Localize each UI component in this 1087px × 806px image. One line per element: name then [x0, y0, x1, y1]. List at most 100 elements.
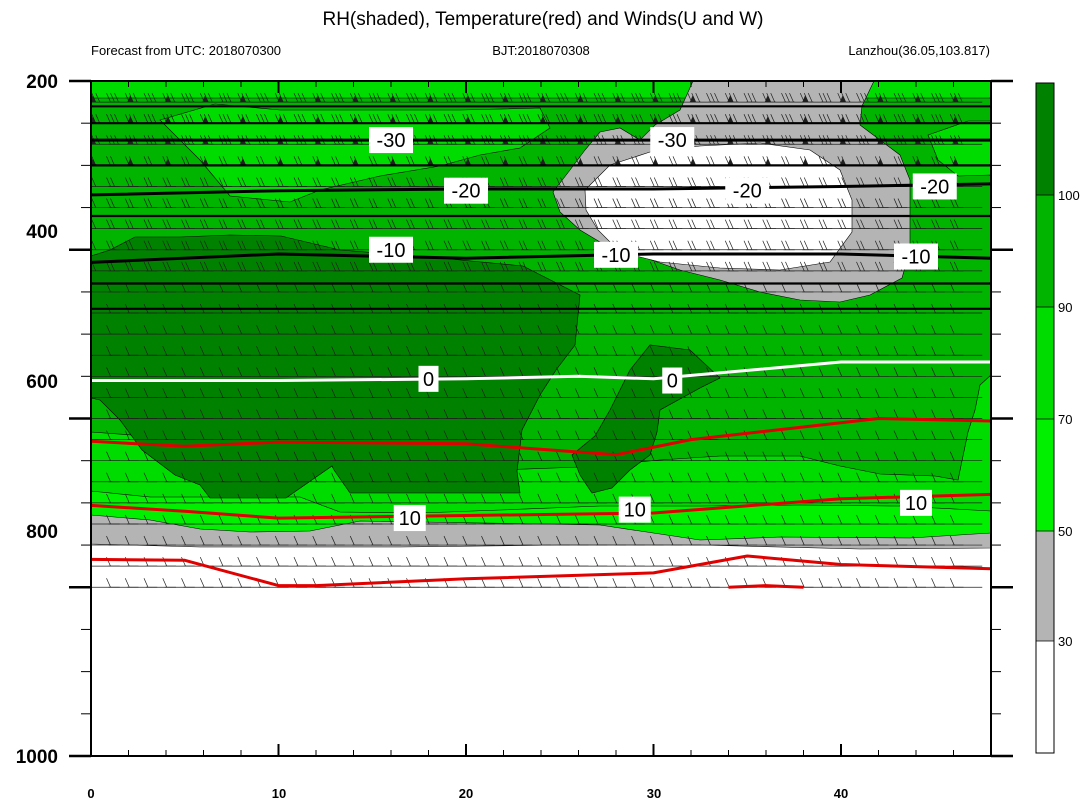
wind-barb-feather	[537, 578, 543, 588]
wind-barb-pennant	[540, 74, 546, 81]
wind-barb-feather	[162, 514, 168, 525]
wind-barb-feather	[893, 219, 899, 229]
wind-barb-feather	[147, 177, 153, 187]
wind-barb-feather	[897, 92, 903, 103]
wind-barb-feather	[349, 409, 355, 419]
axis-ticks	[69, 79, 1013, 758]
wind-barb-pennant	[127, 158, 134, 166]
wind-barb-feather	[811, 81, 813, 82]
wind-barb-feather	[218, 472, 224, 482]
wind-barb-pennant	[652, 95, 659, 103]
colorbar-band-70-90	[1036, 307, 1054, 419]
wind-barb-feather	[237, 177, 243, 187]
wind-barb-feather	[241, 261, 247, 271]
wind-barb-feather	[762, 388, 768, 398]
wind-barb-feather	[462, 388, 468, 398]
wind-barb-feather	[518, 92, 524, 103]
wind-barb-feather	[432, 81, 434, 82]
colorbar-label-30: 30	[1058, 634, 1072, 649]
wind-barb-feather	[560, 81, 561, 82]
wind-barb-feather	[372, 114, 378, 124]
wind-barb-feather	[162, 177, 168, 187]
rh-band-above-100	[91, 234, 721, 499]
wind-barb-feather	[316, 240, 322, 250]
wind-barb-feather	[406, 493, 411, 504]
wind-barb-feather	[631, 92, 636, 103]
wind-barb-feather	[199, 198, 205, 208]
wind-barb-feather	[353, 198, 359, 208]
wind-barb-feather	[136, 81, 138, 82]
wind-barb-feather	[181, 367, 186, 377]
wind-barb-feather	[124, 451, 130, 461]
wind-barb-pennant	[539, 95, 546, 103]
wind-barb-feather	[124, 430, 130, 440]
wind-barb-feather	[143, 219, 149, 229]
wind-barb-feather	[518, 451, 524, 461]
x-tick-label-40: 40	[834, 786, 848, 801]
wind-barb-feather	[574, 578, 580, 588]
wind-barb-feather	[953, 81, 955, 82]
wind-barb-pennant	[164, 116, 171, 124]
wind-barb-feather	[695, 81, 696, 82]
wind-barb-pennant	[764, 116, 771, 124]
wind-barb-feather	[481, 367, 486, 377]
wind-barb-feather	[335, 81, 336, 82]
wind-barb-feather	[128, 261, 134, 271]
wind-barb-feather	[312, 493, 318, 504]
wind-barb-feather	[593, 92, 599, 103]
wind-barb-feather	[560, 198, 565, 208]
wind-barb-feather	[124, 219, 130, 229]
wind-barb-feather	[841, 240, 847, 250]
wind-barb-feather	[106, 493, 111, 504]
wind-barb-feather	[751, 92, 757, 103]
wind-barb-feather	[376, 81, 377, 82]
wind-barb-feather	[949, 535, 955, 546]
wind-barb-feather	[578, 81, 580, 82]
wind-barb-feather	[335, 92, 340, 103]
wind-barb-feather	[724, 388, 730, 398]
wind-barb-feather	[181, 177, 186, 187]
wind-barb-pennant	[164, 95, 171, 103]
wind-barb-feather	[166, 177, 172, 187]
wind-barb-feather	[293, 430, 299, 440]
wind-barb-feather	[274, 367, 280, 377]
wind-barb-feather	[410, 261, 415, 271]
wind-barb-feather	[582, 81, 584, 82]
wind-barb-feather	[901, 114, 907, 124]
wind-barb-pennant	[652, 116, 659, 124]
wind-barb-feather	[443, 156, 449, 166]
contour-label: 0	[423, 369, 434, 391]
wind-barb-feather	[668, 578, 674, 588]
wind-barb-feather	[349, 261, 355, 271]
wind-barb-feather	[837, 409, 843, 419]
wind-barb-feather	[631, 177, 636, 187]
wind-barb-pennant	[127, 74, 133, 81]
wind-barb-feather	[668, 535, 674, 546]
wind-barb-feather	[256, 114, 261, 124]
wind-barb-feather	[518, 472, 524, 482]
wind-barb-pennant	[652, 158, 659, 166]
wind-barb-feather	[882, 81, 884, 82]
wind-barb-feather	[530, 81, 531, 82]
wind-barb-feather	[874, 430, 880, 440]
wind-barb-feather	[803, 81, 805, 82]
wind-barb-pennant	[239, 95, 246, 103]
wind-barb-feather	[893, 409, 899, 419]
wind-barb-feather	[406, 409, 411, 419]
wind-barb-pennant	[390, 74, 396, 81]
wind-barb-feather	[293, 198, 299, 208]
wind-barb-feather	[106, 92, 111, 103]
wind-barb-feather	[331, 198, 336, 208]
wind-barb-pennant	[389, 116, 396, 124]
wind-barb-feather	[218, 324, 224, 335]
wind-barb-feather	[612, 472, 618, 482]
wind-barb-feather	[574, 219, 580, 229]
contour-label: 10	[624, 500, 646, 522]
wind-barb-feather	[387, 198, 393, 208]
wind-barb-feather	[499, 535, 505, 546]
wind-barb-feather	[286, 81, 288, 82]
wind-barb-feather	[593, 557, 599, 567]
wind-barb-feather	[728, 240, 734, 250]
wind-barb-feather	[218, 198, 224, 208]
wind-barb-feather	[406, 177, 411, 187]
